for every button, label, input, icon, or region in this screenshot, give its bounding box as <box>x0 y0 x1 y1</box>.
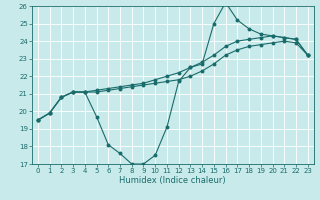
X-axis label: Humidex (Indice chaleur): Humidex (Indice chaleur) <box>119 176 226 185</box>
